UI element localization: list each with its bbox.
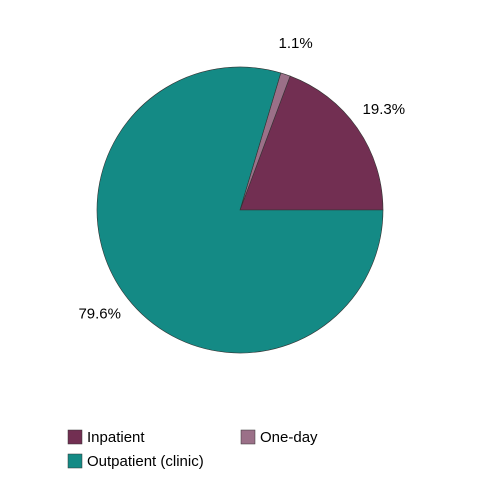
slice-label: 79.6% bbox=[78, 306, 121, 323]
legend-label: Inpatient bbox=[87, 429, 145, 446]
legend-swatch bbox=[67, 429, 83, 445]
legend-label: Outpatient (clinic) bbox=[87, 453, 204, 470]
pie-slice bbox=[96, 66, 384, 354]
legend-label: One-day bbox=[260, 429, 318, 446]
legend-swatch bbox=[240, 429, 256, 445]
legend-swatch bbox=[67, 453, 83, 469]
slice-label: 1.1% bbox=[279, 35, 313, 52]
pie-slice bbox=[239, 75, 384, 211]
slice-label: 19.3% bbox=[363, 101, 406, 118]
